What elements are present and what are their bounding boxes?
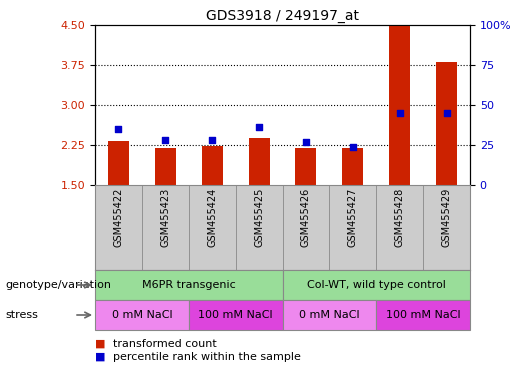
Text: GSM455422: GSM455422	[113, 187, 124, 247]
Point	[161, 137, 169, 143]
Text: Col-WT, wild type control: Col-WT, wild type control	[307, 280, 445, 290]
Bar	[283, 270, 470, 300]
Text: ■: ■	[95, 339, 109, 349]
Point	[255, 124, 263, 131]
Bar	[189, 300, 283, 330]
Text: M6PR transgenic: M6PR transgenic	[142, 280, 236, 290]
Bar	[202, 146, 222, 185]
Text: 0 mM NaCl: 0 mM NaCl	[112, 310, 172, 320]
Bar	[95, 300, 189, 330]
Text: GSM455428: GSM455428	[394, 187, 405, 247]
Text: GSM455423: GSM455423	[160, 187, 170, 247]
Text: stress: stress	[5, 310, 38, 320]
Text: 100 mM NaCl: 100 mM NaCl	[386, 310, 460, 320]
Text: 0 mM NaCl: 0 mM NaCl	[299, 310, 359, 320]
Text: percentile rank within the sample: percentile rank within the sample	[113, 352, 301, 362]
Point	[208, 137, 216, 143]
Bar	[95, 270, 283, 300]
Bar	[296, 148, 317, 185]
Bar	[436, 62, 457, 185]
Point	[349, 144, 357, 150]
Title: GDS3918 / 249197_at: GDS3918 / 249197_at	[206, 8, 359, 23]
Text: GSM455425: GSM455425	[254, 187, 264, 247]
Text: GSM455424: GSM455424	[207, 187, 217, 247]
Bar	[155, 148, 176, 185]
Bar	[249, 138, 270, 185]
Bar	[389, 25, 410, 185]
Point	[396, 110, 404, 116]
Text: GSM455426: GSM455426	[301, 187, 311, 247]
Text: transformed count: transformed count	[113, 339, 217, 349]
Point	[442, 110, 451, 116]
Text: genotype/variation: genotype/variation	[5, 280, 111, 290]
Text: GSM455427: GSM455427	[348, 187, 358, 247]
Bar	[283, 300, 376, 330]
Point	[302, 139, 310, 145]
Text: 100 mM NaCl: 100 mM NaCl	[198, 310, 273, 320]
Point	[114, 126, 123, 132]
Bar	[108, 141, 129, 185]
Bar	[342, 148, 364, 185]
Text: ■: ■	[95, 352, 109, 362]
Text: GSM455429: GSM455429	[441, 187, 452, 247]
Bar	[376, 300, 470, 330]
